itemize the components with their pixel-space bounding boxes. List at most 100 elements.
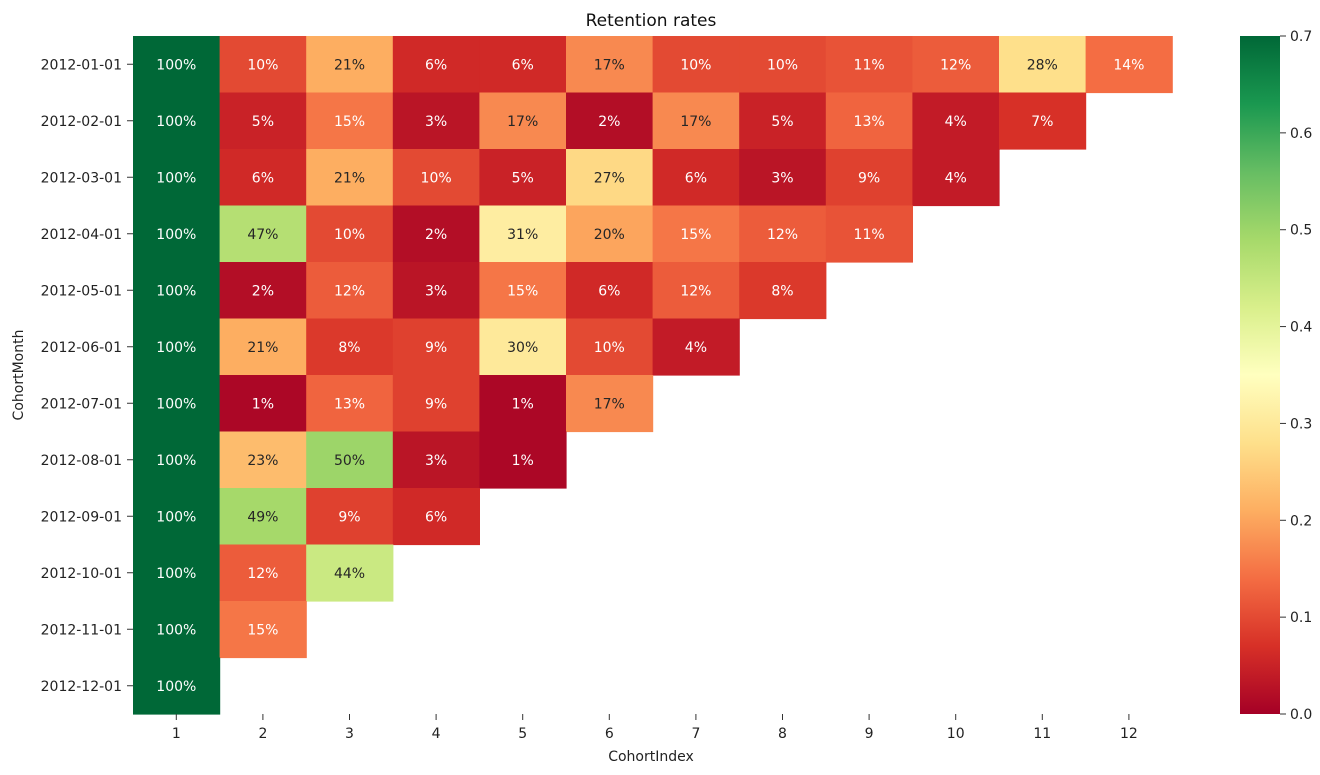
cell-label: 6% [252, 170, 274, 186]
heatmap-cell [652, 92, 740, 150]
heatmap-cell [392, 431, 480, 489]
y-tick-label: 2012-07-01 [41, 396, 122, 412]
heatmap-cell [479, 431, 567, 489]
heatmap-cell [566, 318, 654, 376]
x-tick-label: 12 [1120, 726, 1138, 742]
cell-label: 100% [156, 453, 196, 469]
heatmap-cell [566, 205, 654, 263]
heatmap-cell [739, 92, 827, 150]
cell-label: 2% [252, 283, 274, 299]
heatmap-cell [133, 262, 221, 320]
cell-label: 15% [334, 114, 365, 130]
y-axis-title: CohortMonth [11, 330, 27, 421]
cell-label: 5% [771, 114, 793, 130]
heatmap-cell [392, 488, 480, 546]
cell-label: 8% [338, 340, 360, 356]
colorbar-tick-label: 0.3 [1290, 416, 1312, 432]
colorbar-tick-label: 0.0 [1290, 707, 1312, 723]
heatmap-cell [306, 488, 394, 546]
heatmap-cell [825, 205, 913, 263]
heatmap-cell [219, 488, 307, 546]
cell-label: 49% [247, 509, 278, 525]
cell-label: 4% [945, 114, 967, 130]
heatmap-cell [479, 149, 567, 207]
heatmap-cell [133, 375, 221, 433]
heatmap-cell [566, 36, 654, 94]
heatmap-cell [652, 205, 740, 263]
cell-label: 1% [512, 396, 534, 412]
cell-label: 4% [685, 340, 707, 356]
y-tick-label: 2012-09-01 [41, 509, 122, 525]
heatmap-cell [219, 544, 307, 602]
heatmap-cell [739, 149, 827, 207]
cell-label: 3% [771, 170, 793, 186]
y-tick-label: 2012-12-01 [41, 679, 122, 695]
heatmap-cell [392, 149, 480, 207]
cell-label: 17% [594, 57, 625, 73]
y-tick-labels: 2012-01-01 2012-02-01 2012-03-01 2012-04-01… [41, 57, 133, 695]
heatmap-cell [219, 431, 307, 489]
heatmap-cell [825, 92, 913, 150]
cell-label: 9% [858, 170, 880, 186]
heatmap-cell [392, 318, 480, 376]
cell-label: 27% [594, 170, 625, 186]
cell-label: 13% [854, 114, 885, 130]
cell-label: 7% [1031, 114, 1053, 130]
heatmap-cell [825, 149, 913, 207]
heatmap-cell [479, 92, 567, 150]
heatmap-cell [566, 149, 654, 207]
colorbar-gradient [1240, 36, 1280, 714]
heatmap-cell [133, 488, 221, 546]
cell-label: 30% [507, 340, 538, 356]
heatmap-cell [306, 318, 394, 376]
cell-label: 6% [598, 283, 620, 299]
cell-label: 5% [512, 170, 534, 186]
cell-label: 100% [156, 509, 196, 525]
heatmap-cell [219, 36, 307, 94]
heatmap-cells: 100% 10% 21% 6% 6% 17% 10% 10% 11% 12% 28% 14% 100% 5… [133, 36, 1173, 715]
y-tick-label: 2012-08-01 [41, 453, 122, 469]
cell-label: 3% [425, 453, 447, 469]
cell-label: 21% [334, 170, 365, 186]
heatmap-cell [306, 375, 394, 433]
heatmap-cell [566, 92, 654, 150]
cell-label: 6% [685, 170, 707, 186]
y-tick-label: 2012-11-01 [41, 622, 122, 638]
heatmap-cell [392, 92, 480, 150]
heatmap-cell [999, 36, 1087, 94]
cell-label: 21% [334, 57, 365, 73]
cell-label: 10% [767, 57, 798, 73]
colorbar-tick-label: 0.5 [1290, 223, 1312, 239]
y-tick-label: 2012-10-01 [41, 566, 122, 582]
cell-label: 100% [156, 114, 196, 130]
heatmap-cell [219, 149, 307, 207]
heatmap-cell [652, 36, 740, 94]
cell-label: 100% [156, 622, 196, 638]
cell-label: 21% [247, 340, 278, 356]
heatmap-cell [219, 205, 307, 263]
heatmap-cell [392, 262, 480, 320]
heatmap-cell [133, 92, 221, 150]
cell-label: 12% [247, 566, 278, 582]
x-tick-label: 5 [518, 726, 527, 742]
colorbar-tick-label: 0.4 [1290, 320, 1312, 336]
cell-label: 13% [334, 396, 365, 412]
heatmap-cell [739, 36, 827, 94]
colorbar-tick-label: 0.7 [1290, 29, 1312, 45]
x-tick-label: 8 [778, 726, 787, 742]
heatmap-cell [392, 375, 480, 433]
colorbar-ticks: 0.0 0.1 0.2 0.3 0.4 0.5 0.6 0.7 [1280, 29, 1312, 723]
cell-label: 17% [507, 114, 538, 130]
cell-label: 10% [334, 227, 365, 243]
cell-label: 1% [252, 396, 274, 412]
colorbar: 0.0 0.1 0.2 0.3 0.4 0.5 0.6 0.7 [1240, 29, 1312, 723]
y-tick-label: 2012-01-01 [41, 57, 122, 73]
heatmap-cell [219, 262, 307, 320]
y-tick-label: 2012-03-01 [41, 170, 122, 186]
heatmap-cell [912, 36, 1000, 94]
cell-label: 20% [594, 227, 625, 243]
heatmap-cell [133, 431, 221, 489]
cell-label: 15% [507, 283, 538, 299]
cell-label: 15% [680, 227, 711, 243]
